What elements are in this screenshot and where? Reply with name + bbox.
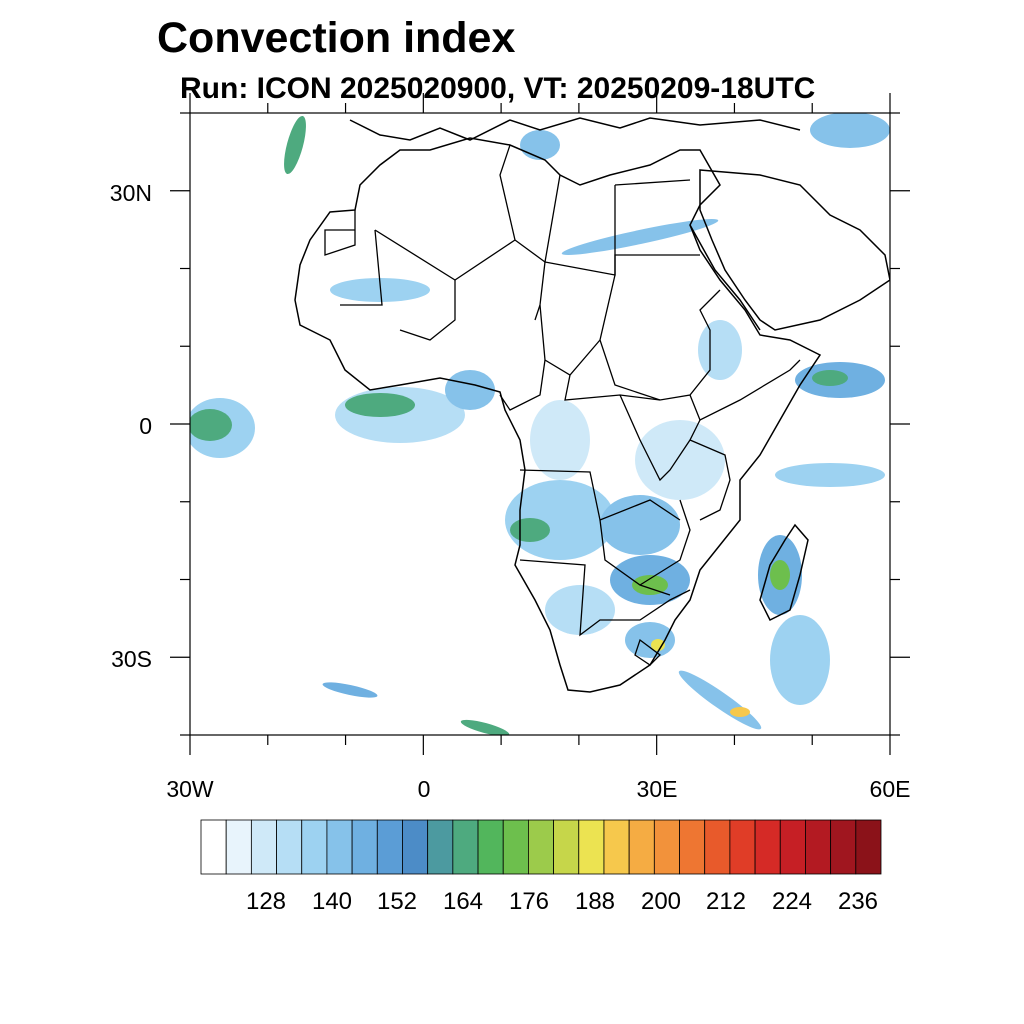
colorbar-swatch [603, 819, 630, 875]
lon-label-30e: 30E [636, 776, 678, 802]
colorbar-swatch [729, 819, 756, 875]
convection-cell [530, 400, 590, 480]
convection-cell [561, 219, 719, 255]
chart-subtitle: Run: ICON 2025020900, VT: 20250209-18UTC [180, 72, 816, 105]
colorbar-swatch [553, 819, 580, 875]
colorbar-label: 236 [837, 888, 879, 915]
country-borders [324, 144, 801, 666]
colorbar-swatch [351, 819, 378, 875]
colorbar-label: 128 [245, 888, 287, 915]
border-line [689, 359, 801, 421]
convection-cell [460, 719, 510, 735]
convection-cell [632, 575, 668, 595]
colorbar-swatch [830, 819, 857, 875]
colorbar-swatch [628, 819, 655, 875]
colorbar-swatch [452, 819, 479, 875]
europe-coastline [349, 117, 801, 141]
convection-cell [345, 393, 415, 417]
border-line [614, 179, 691, 186]
convection-cell [445, 370, 495, 410]
border-line [499, 359, 546, 411]
chart-title: Convection index [157, 14, 516, 62]
convection-cell [678, 670, 762, 730]
colorbar-swatch [477, 819, 504, 875]
colorbar-swatch [276, 819, 303, 875]
colorbar-label: 176 [508, 888, 550, 915]
border-line [634, 638, 661, 666]
convection-cell [322, 682, 378, 698]
convection-cell [510, 518, 550, 542]
red-sea-coastline [689, 224, 761, 331]
colorbar-swatch [653, 819, 680, 875]
colorbar-label: 200 [640, 888, 682, 915]
colorbar-swatch [250, 819, 277, 875]
convection-cell [812, 370, 848, 386]
colorbar-label: 224 [771, 888, 813, 915]
colorbar-swatch [402, 819, 429, 875]
colorbar-label: 164 [442, 888, 484, 915]
border-line [599, 519, 671, 596]
colorbar-swatch [200, 819, 227, 875]
lon-label-30w: 30W [166, 776, 214, 802]
convection-cell [770, 560, 790, 590]
africa-coastline [294, 137, 822, 693]
border-line [519, 559, 691, 637]
colorbar-swatch [855, 819, 882, 875]
colorbar-swatch [502, 819, 529, 875]
border-line [619, 394, 701, 482]
lon-label-60e: 60E [869, 776, 911, 802]
convection-field [190, 113, 890, 735]
convection-cell [635, 420, 725, 500]
colorbar-swatch [427, 819, 454, 875]
colorbar-swatch [704, 819, 731, 875]
convection-cell [600, 495, 680, 555]
convection-cell [625, 622, 675, 658]
colorbar-swatch [779, 819, 806, 875]
colorbar-swatch [528, 819, 554, 875]
coastlines [294, 117, 890, 693]
colorbar-swatch [578, 819, 605, 875]
lat-label-30n: 30N [109, 180, 152, 206]
colorbar-label: 152 [376, 888, 418, 915]
colorbar [200, 819, 882, 875]
madagascar-coastline [759, 523, 809, 622]
lon-label-0: 0 [417, 776, 431, 802]
border-line [539, 304, 601, 376]
convection-cell [770, 615, 830, 705]
border-line [399, 280, 456, 341]
colorbar-label: 212 [705, 888, 747, 915]
lat-label-30s: 30S [111, 646, 152, 672]
colorbar-label: 188 [574, 888, 616, 915]
colorbar-swatch [376, 819, 403, 875]
convection-cell [190, 409, 232, 441]
colorbar-swatch [301, 819, 328, 875]
border-line [614, 254, 700, 275]
arabia-coastline [699, 169, 890, 331]
border-line [564, 374, 661, 401]
lat-label-0: 0 [139, 413, 152, 439]
colorbar-label: 140 [311, 888, 353, 915]
border-line [324, 210, 356, 256]
convection-cell [810, 113, 890, 148]
border-line [544, 174, 616, 276]
border-line [639, 499, 691, 586]
colorbar-swatch [679, 819, 706, 875]
border-line [689, 439, 731, 521]
border-line [499, 144, 516, 241]
axis-ticks [170, 93, 910, 755]
convection-cell [284, 115, 306, 175]
colorbar-swatch [754, 819, 781, 875]
convection-cell [730, 707, 750, 717]
colorbar-swatch [805, 819, 832, 875]
convection-cell [698, 320, 742, 380]
convection-cell [520, 130, 560, 160]
border-line [340, 229, 383, 306]
convection-cell [651, 639, 665, 651]
convection-cell [775, 463, 885, 487]
colorbar-swatch [225, 819, 252, 875]
border-line [374, 229, 546, 321]
colorbar-swatch [326, 819, 353, 875]
